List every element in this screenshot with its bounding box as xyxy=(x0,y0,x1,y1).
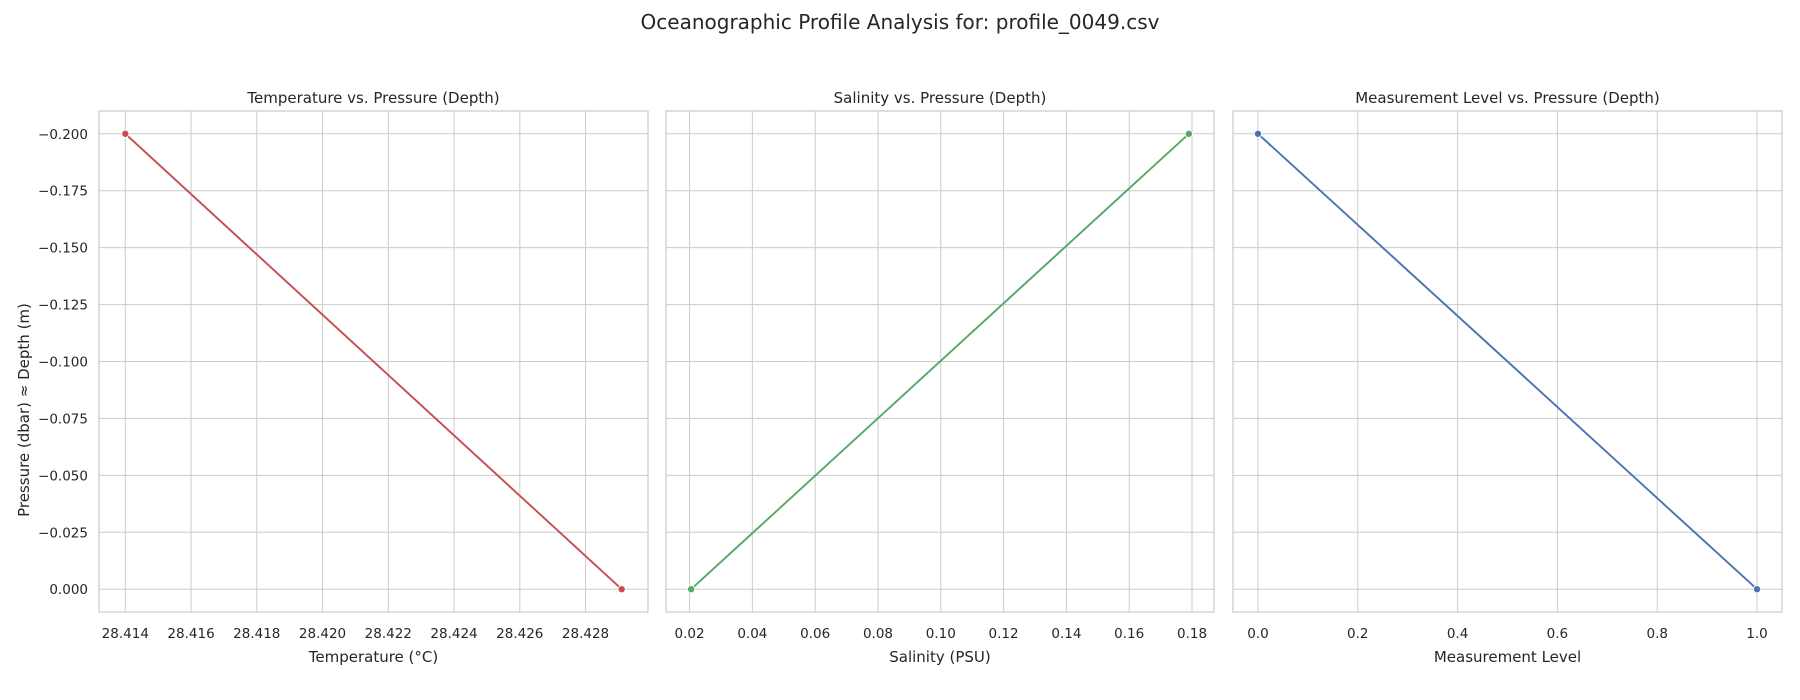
temperature-x-tick-label: 28.426 xyxy=(496,626,543,642)
salinity-x-tick-label: 0.08 xyxy=(863,626,893,642)
temperature-y-tick-label: −0.075 xyxy=(38,411,88,427)
temperature-x-tick-label: 28.420 xyxy=(299,626,346,642)
measurement-level-data-point xyxy=(1753,585,1762,594)
salinity-x-tick-label: 0.04 xyxy=(737,626,767,642)
measurement-level-x-tick-label: 0.2 xyxy=(1347,626,1368,642)
salinity-x-axis-label: Salinity (PSU) xyxy=(889,648,991,666)
shared-y-axis-label: Pressure (dbar) ≈ Depth (m) xyxy=(15,303,33,517)
measurement-level-data-point xyxy=(1253,129,1262,138)
temperature-y-tick-label: −0.175 xyxy=(38,184,88,200)
salinity-data-point xyxy=(1184,129,1193,138)
salinity-x-tick-label: 0.02 xyxy=(675,626,705,642)
temperature-axes-frame xyxy=(98,110,649,613)
temperature-x-tick-label: 28.422 xyxy=(365,626,412,642)
panel-measurement-level: 0.0 0.2 0.4 0.6 0.8 1.0 Measurement Level vs. … xyxy=(1232,89,1783,666)
temperature-y-tick-label: 0.000 xyxy=(49,582,88,598)
temperature-series-line xyxy=(124,133,623,590)
temperature-y-tick-label: −0.050 xyxy=(38,468,88,484)
panel-temperature: 28.414 28.416 28.418 28.420 28.422 28.424 28.4… xyxy=(38,89,649,666)
temperature-x-tick-label: 28.414 xyxy=(102,626,149,642)
temperature-panel-title: Temperature vs. Pressure (Depth) xyxy=(246,89,499,107)
measurement-level-x-tick-label: 1.0 xyxy=(1746,626,1767,642)
temperature-x-axis-label: Temperature (°C) xyxy=(308,648,438,666)
salinity-x-tick-label: 0.14 xyxy=(1051,626,1081,642)
measurement-level-panel-title: Measurement Level vs. Pressure (Depth) xyxy=(1355,89,1660,107)
salinity-x-tick-label: 0.06 xyxy=(800,626,830,642)
salinity-x-tick-label: 0.10 xyxy=(926,626,956,642)
temperature-y-tick-label: −0.200 xyxy=(38,127,88,143)
salinity-data-point xyxy=(687,585,696,594)
panel-salinity: 0.02 0.04 0.06 0.08 0.10 0.12 0.14 0.16 0.18 Sali… xyxy=(665,89,1215,666)
salinity-x-tick-label: 0.16 xyxy=(1114,626,1144,642)
salinity-panel-title: Salinity vs. Pressure (Depth) xyxy=(834,89,1047,107)
temperature-data-point xyxy=(617,585,626,594)
salinity-axes-frame xyxy=(665,110,1215,613)
temperature-x-tick-label: 28.424 xyxy=(430,626,477,642)
measurement-level-x-tick-label: 0.0 xyxy=(1247,626,1268,642)
temperature-y-tick-label: −0.150 xyxy=(38,241,88,257)
measurement-level-x-tick-label: 0.6 xyxy=(1547,626,1568,642)
salinity-x-tick-label: 0.12 xyxy=(989,626,1019,642)
measurement-level-axes-frame xyxy=(1232,110,1783,613)
temperature-x-tick-label: 28.418 xyxy=(233,626,280,642)
measurement-level-series-line xyxy=(1257,133,1758,590)
measurement-level-x-tick-label: 0.4 xyxy=(1447,626,1468,642)
salinity-series-line xyxy=(690,133,1190,590)
temperature-x-tick-label: 28.416 xyxy=(167,626,214,642)
temperature-data-point xyxy=(121,129,130,138)
salinity-x-tick-label: 0.18 xyxy=(1177,626,1207,642)
temperature-y-tick-label: −0.125 xyxy=(38,298,88,314)
temperature-y-tick-label: −0.100 xyxy=(38,355,88,371)
measurement-level-x-tick-label: 0.8 xyxy=(1646,626,1667,642)
figure-title: Oceanographic Profile Analysis for: prof… xyxy=(641,10,1160,34)
temperature-x-tick-label: 28.428 xyxy=(562,626,609,642)
measurement-level-x-axis-label: Measurement Level xyxy=(1434,648,1581,666)
temperature-y-tick-label: −0.025 xyxy=(38,525,88,541)
